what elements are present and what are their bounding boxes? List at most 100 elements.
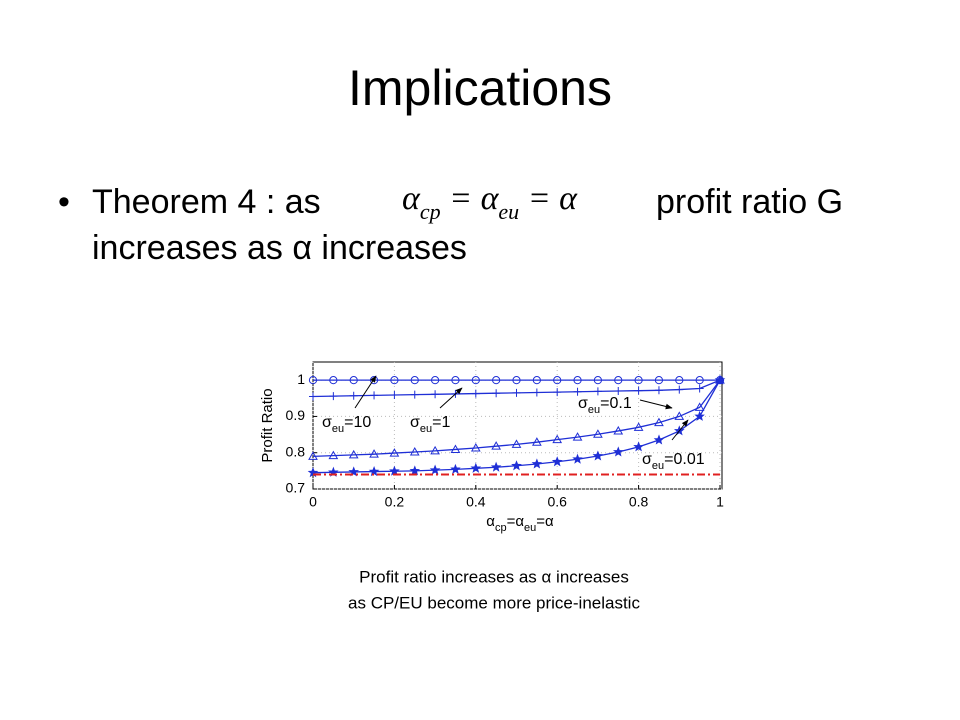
y-tick-label: 0.9 [286, 407, 306, 423]
caption: as CP/EU become more price-inelastic [348, 593, 640, 612]
text-part: σ [322, 414, 332, 431]
point [409, 446, 420, 456]
text-part: =α [507, 513, 525, 530]
point [368, 466, 380, 477]
subscript: eu [588, 404, 600, 416]
point [431, 376, 440, 385]
point [512, 376, 521, 385]
x-tick-label: 0.2 [385, 494, 405, 510]
point [329, 376, 338, 385]
point [654, 386, 663, 395]
point [431, 390, 440, 399]
annotation: σeu=0.01 [642, 451, 705, 472]
point [308, 376, 318, 385]
point [553, 376, 562, 385]
text-part: σ [642, 451, 652, 468]
text-part: =1 [432, 414, 450, 431]
y-axis-label: Profit Ratio [259, 388, 276, 462]
point [492, 389, 501, 398]
text-part: =0.01 [664, 451, 705, 468]
point [633, 422, 644, 431]
point [613, 425, 624, 435]
annotation-arrow [639, 399, 673, 410]
x-tick-label: 0.6 [547, 494, 567, 510]
point [491, 441, 502, 450]
point [592, 450, 604, 461]
text-part: α [486, 513, 495, 530]
y-tick-label: 1 [297, 371, 305, 387]
annotation: σeu=0.1 [578, 395, 632, 416]
point [614, 376, 623, 385]
point [390, 376, 399, 385]
y-tick-label: 0.8 [286, 443, 306, 459]
point [593, 376, 603, 385]
point [390, 391, 399, 400]
subscript: eu [524, 522, 536, 534]
x-tick-label: 0 [309, 494, 317, 510]
text-part: =10 [344, 414, 371, 431]
subscript: cp [420, 199, 441, 224]
point [511, 460, 522, 471]
point [552, 434, 563, 444]
bullet-dot: • [58, 183, 70, 221]
point [429, 464, 441, 475]
text-part: =α [536, 513, 554, 530]
point [370, 391, 379, 400]
point [695, 376, 704, 385]
point [349, 376, 358, 385]
point [470, 462, 482, 473]
point [532, 376, 541, 385]
subscript: eu [332, 423, 344, 435]
point [694, 410, 705, 421]
point [349, 391, 358, 400]
annotation-arrow [671, 419, 689, 441]
annotation: σeu=1 [410, 414, 450, 435]
subscript: eu [420, 423, 432, 435]
point [389, 448, 400, 457]
point [674, 411, 685, 420]
point [511, 439, 522, 448]
point [553, 388, 562, 397]
point [430, 445, 440, 455]
point [512, 388, 521, 397]
annotation: σeu=10 [322, 414, 371, 435]
point [653, 434, 665, 445]
text-part: α [402, 180, 421, 217]
subscript: eu [498, 199, 519, 224]
point [369, 449, 379, 458]
point [633, 441, 644, 452]
point [572, 432, 583, 441]
point [675, 376, 684, 385]
subscript: cp [495, 522, 507, 534]
point [471, 389, 480, 398]
caption: Profit ratio increases as α increases [359, 567, 629, 586]
text-part: σ [578, 395, 588, 412]
point [634, 376, 643, 385]
y-tick-label: 0.7 [286, 480, 306, 496]
point [573, 387, 582, 396]
point [654, 417, 664, 427]
point [614, 387, 623, 396]
point [694, 402, 705, 411]
point [328, 450, 339, 460]
point [409, 465, 420, 476]
point [410, 376, 419, 385]
point [309, 392, 317, 401]
point [532, 388, 541, 397]
point [675, 385, 684, 394]
point [551, 456, 563, 467]
x-tick-label: 0.8 [629, 494, 649, 510]
point [593, 429, 603, 438]
text-part: = α [441, 180, 500, 217]
point [654, 376, 664, 385]
point [531, 437, 542, 446]
text-part: = α [519, 180, 578, 217]
point [593, 387, 602, 396]
x-axis-label: αcp=αeu=α [486, 513, 554, 534]
point [490, 461, 502, 472]
point [308, 451, 318, 460]
slide-title: Implications [348, 60, 612, 116]
point [572, 453, 583, 464]
